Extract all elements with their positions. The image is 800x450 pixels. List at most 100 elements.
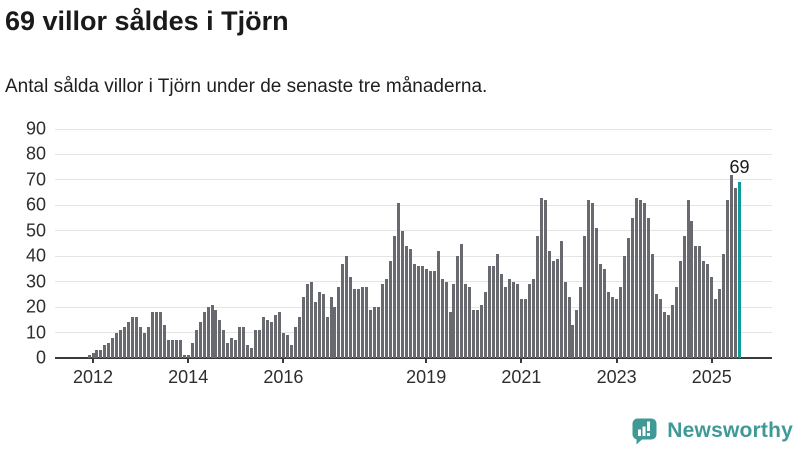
bar — [468, 286, 472, 358]
bar — [166, 340, 170, 358]
bar — [325, 317, 329, 358]
x-axis-tick — [187, 358, 190, 363]
newsworthy-wordmark: Newsworthy — [667, 419, 793, 442]
x-axis-tick — [92, 358, 94, 363]
newsworthy-logo: Newsworthy — [631, 417, 793, 445]
bar — [535, 235, 539, 358]
bar — [218, 319, 222, 358]
bar — [309, 281, 313, 358]
bar — [611, 296, 615, 358]
bar — [666, 314, 670, 358]
bar — [119, 330, 123, 358]
bar — [714, 299, 718, 358]
bar — [591, 202, 595, 358]
bar — [289, 345, 293, 358]
bar — [369, 309, 373, 358]
bar — [424, 268, 428, 358]
bar — [99, 350, 103, 358]
bar — [710, 276, 714, 358]
x-axis-line — [55, 357, 772, 359]
gridline — [55, 204, 772, 206]
bar — [186, 355, 190, 358]
bar — [567, 296, 571, 358]
bar — [143, 332, 147, 358]
bar — [444, 281, 448, 358]
bar — [480, 304, 484, 358]
bar — [619, 286, 623, 358]
x-axis-tick-label: 2014 — [168, 367, 209, 387]
bar — [266, 319, 270, 358]
bar — [337, 286, 341, 358]
bar — [504, 286, 508, 358]
bar — [484, 291, 488, 358]
bar — [476, 309, 480, 358]
bar — [293, 327, 297, 358]
bar — [627, 238, 630, 358]
bar — [500, 274, 504, 358]
bar — [162, 324, 166, 358]
y-axis-tick-label: 80 — [25, 143, 46, 164]
bar — [111, 337, 115, 358]
bar — [630, 218, 634, 358]
bar — [238, 327, 242, 358]
bar — [317, 291, 321, 358]
bar — [95, 350, 99, 358]
bar — [638, 200, 642, 358]
bar — [305, 284, 309, 358]
bar — [583, 235, 587, 358]
bar — [198, 322, 202, 358]
bar — [214, 309, 218, 358]
bar — [559, 240, 563, 358]
gridline — [55, 128, 772, 130]
bar — [131, 317, 135, 358]
bar — [353, 289, 357, 358]
bar — [634, 197, 638, 358]
y-axis-tick-label: 60 — [25, 194, 46, 215]
bar — [91, 352, 95, 358]
y-axis-tick-label: 30 — [25, 271, 46, 292]
chart-subtitle: Antal sålda villor i Tjörn under de sena… — [5, 76, 488, 97]
bar — [262, 317, 266, 358]
bar — [607, 291, 611, 358]
bar — [242, 327, 246, 358]
x-axis-tick-label: 2016 — [263, 367, 304, 387]
bar — [674, 286, 678, 358]
bar — [250, 347, 254, 358]
highlight-bar — [738, 182, 742, 358]
x-axis-tick — [425, 358, 428, 363]
bar — [722, 253, 726, 358]
gridline — [55, 230, 772, 232]
x-axis-tick-label: 2025 — [691, 367, 732, 387]
bar — [210, 304, 214, 358]
bar — [178, 340, 182, 358]
bar — [206, 307, 210, 358]
bar — [555, 258, 559, 358]
bar — [531, 279, 535, 358]
bar — [170, 340, 174, 358]
bar — [488, 266, 492, 358]
bar — [404, 246, 408, 358]
bar — [456, 256, 460, 358]
bar — [654, 294, 658, 358]
bar — [436, 251, 440, 358]
bar — [726, 200, 730, 358]
bar — [595, 228, 599, 358]
bar — [392, 235, 396, 358]
y-axis-tick-label: 0 — [35, 347, 46, 368]
bar — [412, 263, 416, 358]
bar — [492, 266, 496, 358]
bar — [285, 335, 289, 358]
bar — [321, 294, 325, 358]
bar — [174, 340, 178, 358]
bar — [301, 296, 305, 358]
bar — [139, 327, 143, 358]
x-axis-tick — [615, 358, 618, 363]
bar — [341, 263, 345, 358]
bar — [135, 317, 139, 358]
gridline — [55, 255, 772, 257]
bar — [472, 309, 476, 358]
y-axis-tick-label: 50 — [25, 220, 46, 241]
bar — [349, 276, 353, 358]
x-axis-tick — [710, 358, 713, 363]
bar — [361, 286, 365, 358]
